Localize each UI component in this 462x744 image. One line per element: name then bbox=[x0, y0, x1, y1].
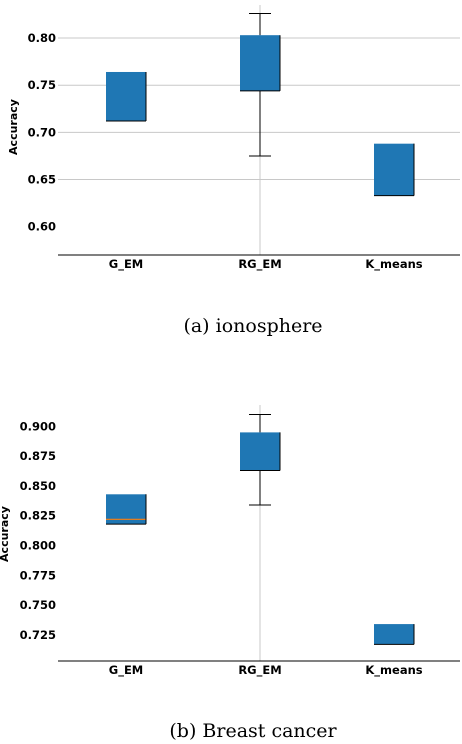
y-tick-label: 0.800 bbox=[20, 539, 56, 553]
box bbox=[374, 624, 414, 645]
y-tick-label: 0.875 bbox=[20, 449, 56, 463]
y-tick-label: 0.60 bbox=[28, 220, 56, 234]
box bbox=[240, 35, 280, 91]
x-tick-label: RG_EM bbox=[238, 257, 281, 272]
box bbox=[240, 432, 280, 471]
y-tick-label: 0.725 bbox=[20, 628, 56, 642]
y-tick-label: 0.70 bbox=[28, 125, 56, 139]
chart-caption: (b) Breast cancer bbox=[169, 720, 337, 742]
box bbox=[374, 143, 414, 196]
y-tick-label: 0.75 bbox=[28, 78, 56, 92]
chart-caption: (a) ionosphere bbox=[183, 315, 322, 337]
x-tick-label: RG_EM bbox=[238, 663, 281, 678]
y-tick-label: 0.65 bbox=[28, 173, 56, 187]
chart-panel-breast-cancer: Accuracy (b) Breast cancer 0.725 0.750 0.7… bbox=[0, 405, 460, 742]
y-tick-label: 0.80 bbox=[28, 31, 56, 45]
y-axis-label: Accuracy bbox=[0, 506, 11, 562]
x-tick-label: K_means bbox=[365, 663, 422, 678]
y-tick-label: 0.775 bbox=[20, 568, 56, 582]
y-tick-label: 0.900 bbox=[20, 419, 56, 433]
x-tick-label: G_EM bbox=[109, 663, 144, 678]
y-tick-label: 0.825 bbox=[20, 509, 56, 523]
x-tick-label: G_EM bbox=[109, 257, 144, 272]
y-tick-label: 0.750 bbox=[20, 598, 56, 612]
x-tick-label: K_means bbox=[365, 257, 422, 272]
y-axis-label: Accuracy bbox=[7, 99, 20, 155]
chart-panel-ionosphere: Accuracy (a) ionosphere 0.60 0.65 0.70 0.75… bbox=[7, 5, 460, 337]
y-tick-label: 0.850 bbox=[20, 479, 56, 493]
box bbox=[106, 71, 146, 122]
